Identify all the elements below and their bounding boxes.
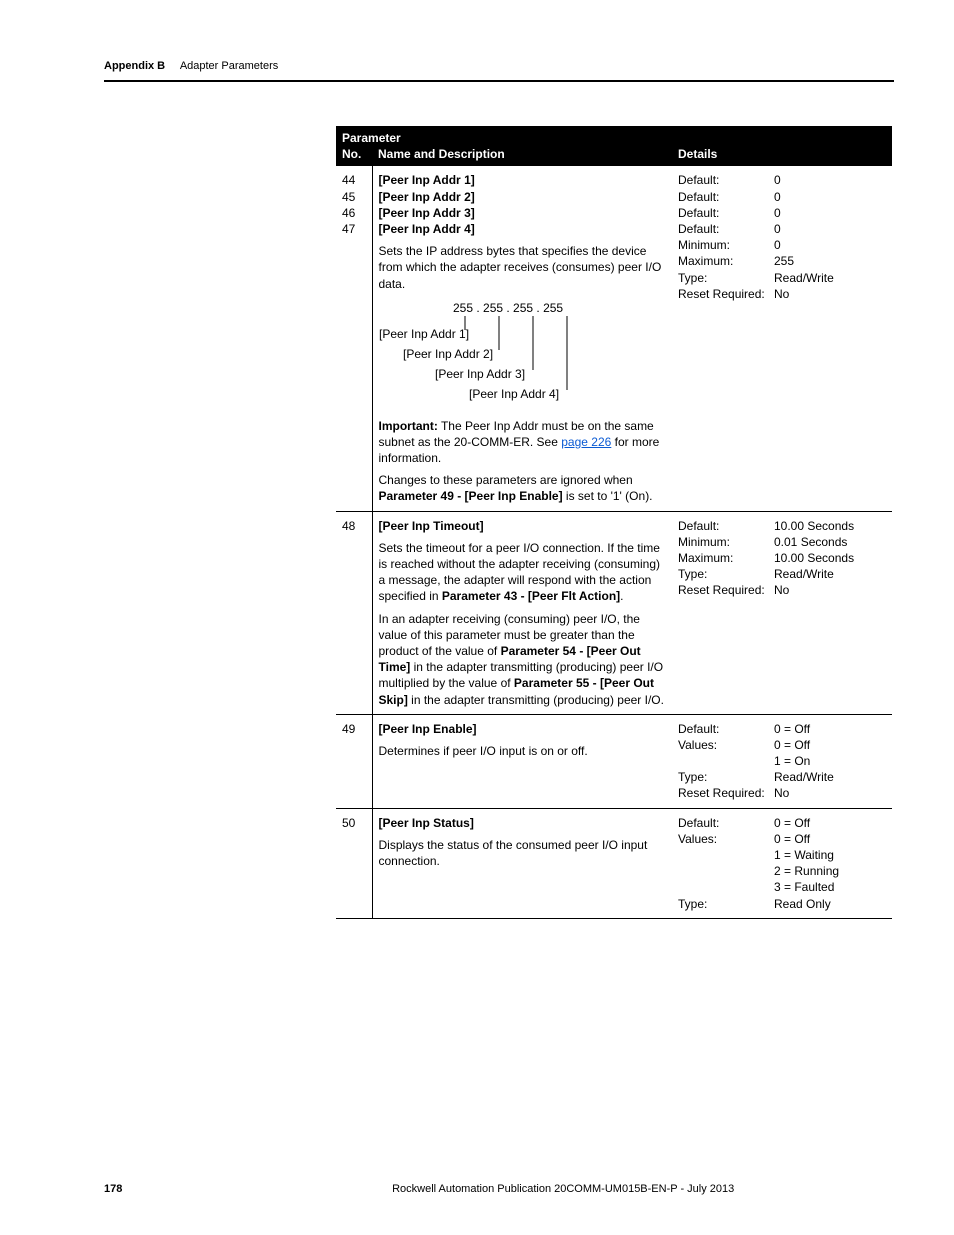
page: Appendix B Adapter Parameters Parameter … [0, 0, 954, 1235]
param-name-desc: [Peer Inp Timeout] Sets the timeout for … [372, 511, 672, 714]
running-head-section: Appendix B [104, 60, 165, 72]
table-row: 48 [Peer Inp Timeout] Sets the timeout f… [336, 511, 892, 714]
page-number: 178 [104, 1183, 122, 1195]
table-row: 49 [Peer Inp Enable] Determines if peer … [336, 714, 892, 808]
param-details: Default:0Default:0Default:0Default:0Mini… [672, 166, 892, 511]
param-names: [Peer Inp Addr 1] [Peer Inp Addr 2] [Pee… [379, 172, 667, 237]
svg-text:[Peer Inp Addr 3]: [Peer Inp Addr 3] [435, 367, 525, 381]
param-details: Default:0 = OffValues:0 = Off1 = Waiting… [672, 808, 892, 918]
header-rule [104, 80, 894, 82]
param-name-desc: [Peer Inp Enable] Determines if peer I/O… [372, 714, 672, 808]
table-header-blank [672, 126, 892, 146]
param-name-desc: [Peer Inp Addr 1] [Peer Inp Addr 2] [Pee… [372, 166, 672, 511]
parameter-table: Parameter No. Name and Description Detai… [336, 126, 892, 919]
table-row: 50 [Peer Inp Status] Displays the status… [336, 808, 892, 918]
param-no: 48 [336, 511, 372, 714]
param-name: [Peer Inp Timeout] [379, 518, 667, 534]
table-header-no: No. [336, 146, 372, 166]
svg-text:255 . 255 . 255 . 255: 255 . 255 . 255 . 255 [453, 301, 563, 315]
page-footer: 178 Rockwell Automation Publication 20CO… [104, 1183, 894, 1195]
page-link[interactable]: page 226 [561, 435, 611, 449]
param-desc: Displays the status of the consumed peer… [379, 837, 667, 869]
ip-address-diagram: 255 . 255 . 255 . 255 [Peer Inp Addr 1] … [379, 300, 639, 410]
param-name: [Peer Inp Enable] [379, 721, 667, 737]
param-no: 49 [336, 714, 372, 808]
param-no: 50 [336, 808, 372, 918]
table-header-name: Name and Description [372, 146, 672, 166]
param-note: Changes to these parameters are ignored … [379, 472, 667, 504]
param-important: Important: The Peer Inp Addr must be on … [379, 418, 667, 467]
param-desc: Sets the IP address bytes that specifies… [379, 243, 667, 292]
svg-text:[Peer Inp Addr 1]: [Peer Inp Addr 1] [379, 327, 469, 341]
table-header-details: Details [672, 146, 892, 166]
param-no: 44 45 46 47 [336, 166, 372, 511]
table-row: 44 45 46 47 [Peer Inp Addr 1] [Peer Inp … [336, 166, 892, 511]
running-head-title: Adapter Parameters [180, 60, 278, 72]
param-details: Default:10.00 SecondsMinimum:0.01 Second… [672, 511, 892, 714]
param-name-desc: [Peer Inp Status] Displays the status of… [372, 808, 672, 918]
svg-text:[Peer Inp Addr 2]: [Peer Inp Addr 2] [403, 347, 493, 361]
param-desc: Determines if peer I/O input is on or of… [379, 743, 667, 759]
param-desc: Sets the timeout for a peer I/O connecti… [379, 540, 667, 605]
table-header-super: Parameter [336, 126, 672, 146]
param-details: Default:0 = OffValues:0 = Off1 = OnType:… [672, 714, 892, 808]
param-name: [Peer Inp Status] [379, 815, 667, 831]
svg-text:[Peer Inp Addr 4]: [Peer Inp Addr 4] [469, 387, 559, 401]
publication-info: Rockwell Automation Publication 20COMM-U… [232, 1183, 894, 1195]
param-desc: In an adapter receiving (consuming) peer… [379, 611, 667, 708]
running-head: Appendix B Adapter Parameters [104, 60, 894, 72]
